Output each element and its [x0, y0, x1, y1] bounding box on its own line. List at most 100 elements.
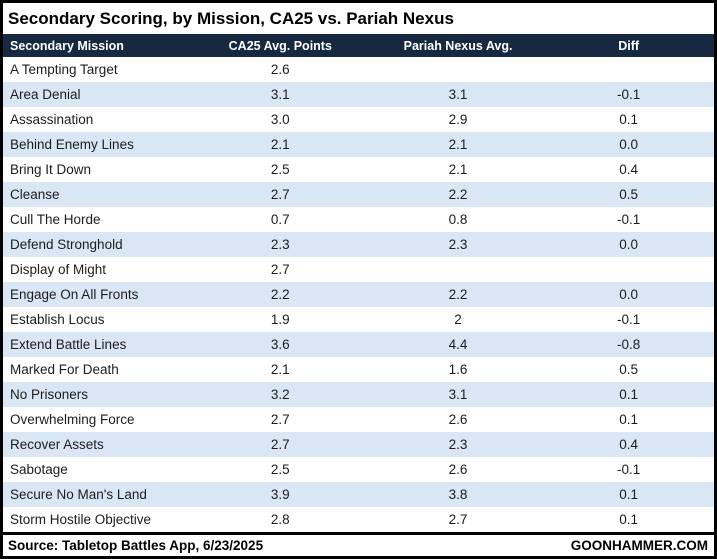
mission-cell: Secure No Man's Land: [10, 487, 147, 502]
mission-cell: A Tempting Target: [10, 62, 118, 77]
table-header: Secondary Mission CA25 Avg. Points Paria…: [3, 34, 714, 57]
value-cell: 2.3: [448, 437, 468, 452]
value-cell: -0.1: [617, 462, 641, 477]
title-bar: Secondary Scoring, by Mission, CA25 vs. …: [3, 3, 714, 34]
table-row: Cleanse 2.7 2.2 0.5: [3, 182, 714, 207]
value-cell: 2: [454, 312, 462, 327]
mission-cell: Extend Battle Lines: [10, 337, 127, 352]
value-cell: 2.1: [448, 137, 468, 152]
mission-cell: Engage On All Fronts: [10, 287, 139, 302]
table-body: A Tempting Target 2.6 Area Denial 3.1 3.1 -0.…: [3, 57, 714, 532]
value-cell: 2.6: [270, 62, 290, 77]
mission-cell: Establish Locus: [10, 312, 105, 327]
value-cell: -0.1: [617, 87, 641, 102]
value-cell: 2.7: [270, 437, 290, 452]
page-title: Secondary Scoring, by Mission, CA25 vs. …: [8, 8, 454, 28]
table-row: A Tempting Target 2.6: [3, 57, 714, 82]
table-row: Cull The Horde 0.7 0.8 -0.1: [3, 207, 714, 232]
value-cell: 2.2: [270, 287, 290, 302]
mission-cell: Overwhelming Force: [10, 412, 135, 427]
value-cell: 2.5: [270, 162, 290, 177]
value-cell: -0.8: [617, 337, 641, 352]
value-cell: [373, 57, 544, 82]
value-cell: 3.1: [270, 87, 290, 102]
value-cell: 0.1: [619, 112, 639, 127]
value-cell: [373, 257, 544, 282]
value-cell: 0.4: [619, 162, 639, 177]
mission-cell: Defend Stronghold: [10, 237, 123, 252]
value-cell: 2.1: [448, 162, 468, 177]
value-cell: 3.0: [270, 112, 290, 127]
value-cell: 0.8: [448, 212, 468, 227]
table-row: Bring It Down 2.5 2.1 0.4: [3, 157, 714, 182]
value-cell: 0.1: [619, 387, 639, 402]
value-cell: 1.9: [270, 312, 290, 327]
source-label: Source: Tabletop Battles App, 6/23/2025: [8, 538, 264, 553]
table-row: Area Denial 3.1 3.1 -0.1: [3, 82, 714, 107]
table-row: Display of Might 2.7: [3, 257, 714, 282]
table-row: Assassination 3.0 2.9 0.1: [3, 107, 714, 132]
value-cell: 2.5: [270, 462, 290, 477]
value-cell: 3.8: [448, 487, 468, 502]
value-cell: 2.6: [448, 412, 468, 427]
table-row: Defend Stronghold 2.3 2.3 0.0: [3, 232, 714, 257]
value-cell: 2.7: [270, 262, 290, 277]
column-header-secondary-mission: Secondary Mission: [3, 34, 188, 57]
table-row: Establish Locus 1.9 2 -0.1: [3, 307, 714, 332]
value-cell: 2.3: [448, 237, 468, 252]
value-cell: -0.1: [617, 212, 641, 227]
mission-cell: Assassination: [10, 112, 94, 127]
table-row: Sabotage 2.5 2.6 -0.1: [3, 457, 714, 482]
mission-cell: Sabotage: [10, 462, 68, 477]
table-row: Marked For Death 2.1 1.6 0.5: [3, 357, 714, 382]
table-row: Overwhelming Force 2.7 2.6 0.1: [3, 407, 714, 432]
mission-cell: Behind Enemy Lines: [10, 137, 134, 152]
value-cell: 2.2: [448, 287, 468, 302]
table-row: No Prisoners 3.2 3.1 0.1: [3, 382, 714, 407]
mission-cell: Bring It Down: [10, 162, 92, 177]
value-cell: 2.7: [448, 512, 468, 527]
value-cell: 0.5: [619, 362, 639, 377]
mission-cell: Recover Assets: [10, 437, 104, 452]
mission-cell: Marked For Death: [10, 362, 119, 377]
mission-cell: No Prisoners: [10, 387, 89, 402]
value-cell: 0.1: [619, 487, 639, 502]
value-cell: [543, 57, 714, 82]
table-row: Behind Enemy Lines 2.1 2.1 0.0: [3, 132, 714, 157]
value-cell: 2.9: [448, 112, 468, 127]
site-label: GOONHAMMER.COM: [570, 538, 708, 553]
value-cell: 2.8: [270, 512, 290, 527]
mission-cell: Display of Might: [10, 262, 107, 277]
column-header-pariah-nexus-avg: Pariah Nexus Avg.: [372, 34, 544, 57]
footer-bar: Source: Tabletop Battles App, 6/23/2025 …: [3, 532, 714, 556]
value-cell: 2.2: [448, 187, 468, 202]
table-row: Recover Assets 2.7 2.3 0.4: [3, 432, 714, 457]
table-row: Storm Hostile Objective 2.8 2.7 0.1: [3, 507, 714, 532]
table-row: Engage On All Fronts 2.2 2.2 0.0: [3, 282, 714, 307]
value-cell: 2.1: [270, 137, 290, 152]
secondary-scoring-table: Secondary Mission CA25 Avg. Points Paria…: [3, 34, 714, 532]
value-cell: [543, 257, 714, 282]
value-cell: 2.6: [448, 462, 468, 477]
value-cell: 0.7: [270, 212, 290, 227]
mission-cell: Cleanse: [10, 187, 60, 202]
value-cell: 3.1: [448, 387, 468, 402]
value-cell: 1.6: [448, 362, 468, 377]
value-cell: 2.7: [270, 187, 290, 202]
value-cell: 4.4: [448, 337, 468, 352]
value-cell: 0.4: [619, 437, 639, 452]
value-cell: 0.0: [619, 137, 639, 152]
table-row: Extend Battle Lines 3.6 4.4 -0.8: [3, 332, 714, 357]
mission-cell: Storm Hostile Objective: [10, 512, 152, 527]
value-cell: 2.3: [270, 237, 290, 252]
value-cell: 0.5: [619, 187, 639, 202]
column-header-diff: Diff: [543, 34, 714, 57]
value-cell: 3.2: [270, 387, 290, 402]
mission-cell: Cull The Horde: [10, 212, 101, 227]
table-row: Secure No Man's Land 3.9 3.8 0.1: [3, 482, 714, 507]
value-cell: 0.1: [619, 512, 639, 527]
value-cell: -0.1: [617, 312, 641, 327]
value-cell: 2.7: [270, 412, 290, 427]
value-cell: 3.9: [270, 487, 290, 502]
